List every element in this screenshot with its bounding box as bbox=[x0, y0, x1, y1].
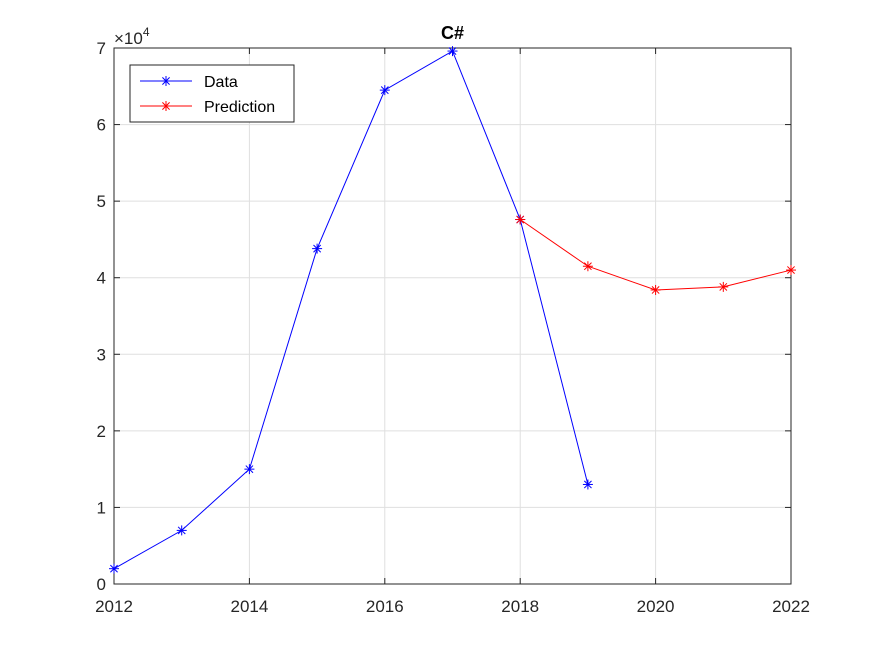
plot-background bbox=[114, 48, 791, 584]
series-line-data bbox=[113, 50, 589, 570]
x-tick-label: 2016 bbox=[366, 597, 404, 616]
data-point-data bbox=[312, 243, 323, 254]
data-point-data bbox=[447, 46, 458, 57]
data-point-data bbox=[244, 464, 255, 475]
data-point-prediction bbox=[515, 214, 526, 225]
chart-title: C# bbox=[441, 23, 464, 43]
data-point-data bbox=[379, 85, 390, 96]
legend-box bbox=[129, 64, 295, 123]
legend-label-prediction: Prediction bbox=[204, 99, 275, 116]
x-tick-label: 2018 bbox=[501, 597, 539, 616]
data-point-prediction bbox=[718, 281, 729, 292]
legend-marker-prediction bbox=[161, 101, 171, 111]
data-point-data bbox=[109, 563, 119, 574]
data-point-prediction bbox=[582, 261, 593, 272]
x-tick-label: 2012 bbox=[95, 597, 133, 616]
y-tick-label: 4 bbox=[97, 269, 106, 288]
x-tick-label: 2014 bbox=[230, 597, 268, 616]
data-point-prediction bbox=[786, 265, 796, 276]
y-tick-label: 7 bbox=[97, 39, 106, 58]
legend-entry-data: Data bbox=[140, 74, 238, 91]
x-tick-label: 2022 bbox=[772, 597, 810, 616]
legend-entry-prediction: Prediction bbox=[140, 99, 275, 116]
y-tick-label: 6 bbox=[97, 116, 106, 135]
series-layer bbox=[109, 46, 796, 574]
y-tick-label: 1 bbox=[97, 498, 106, 517]
y-exponent-label: ×104 bbox=[114, 25, 150, 48]
data-point-data bbox=[582, 479, 593, 490]
y-tick-labels: 0 1 2 3 4 5 6 7 bbox=[97, 39, 106, 594]
y-tick-label: 5 bbox=[97, 192, 106, 211]
legend: Data Prediction bbox=[129, 64, 295, 123]
x-tick-labels: 2012 2014 2016 2018 2020 2022 bbox=[95, 597, 810, 616]
y-tick-label: 2 bbox=[97, 422, 106, 441]
axis-ticks bbox=[113, 47, 792, 585]
x-tick-label: 2020 bbox=[637, 597, 675, 616]
data-point-data bbox=[176, 525, 187, 536]
y-tick-label: 3 bbox=[97, 345, 106, 364]
legend-marker-data bbox=[161, 76, 171, 86]
series-prediction bbox=[515, 214, 796, 295]
legend-label-data: Data bbox=[204, 74, 238, 91]
data-point-prediction bbox=[650, 284, 661, 295]
y-tick-label: 0 bbox=[97, 575, 106, 594]
